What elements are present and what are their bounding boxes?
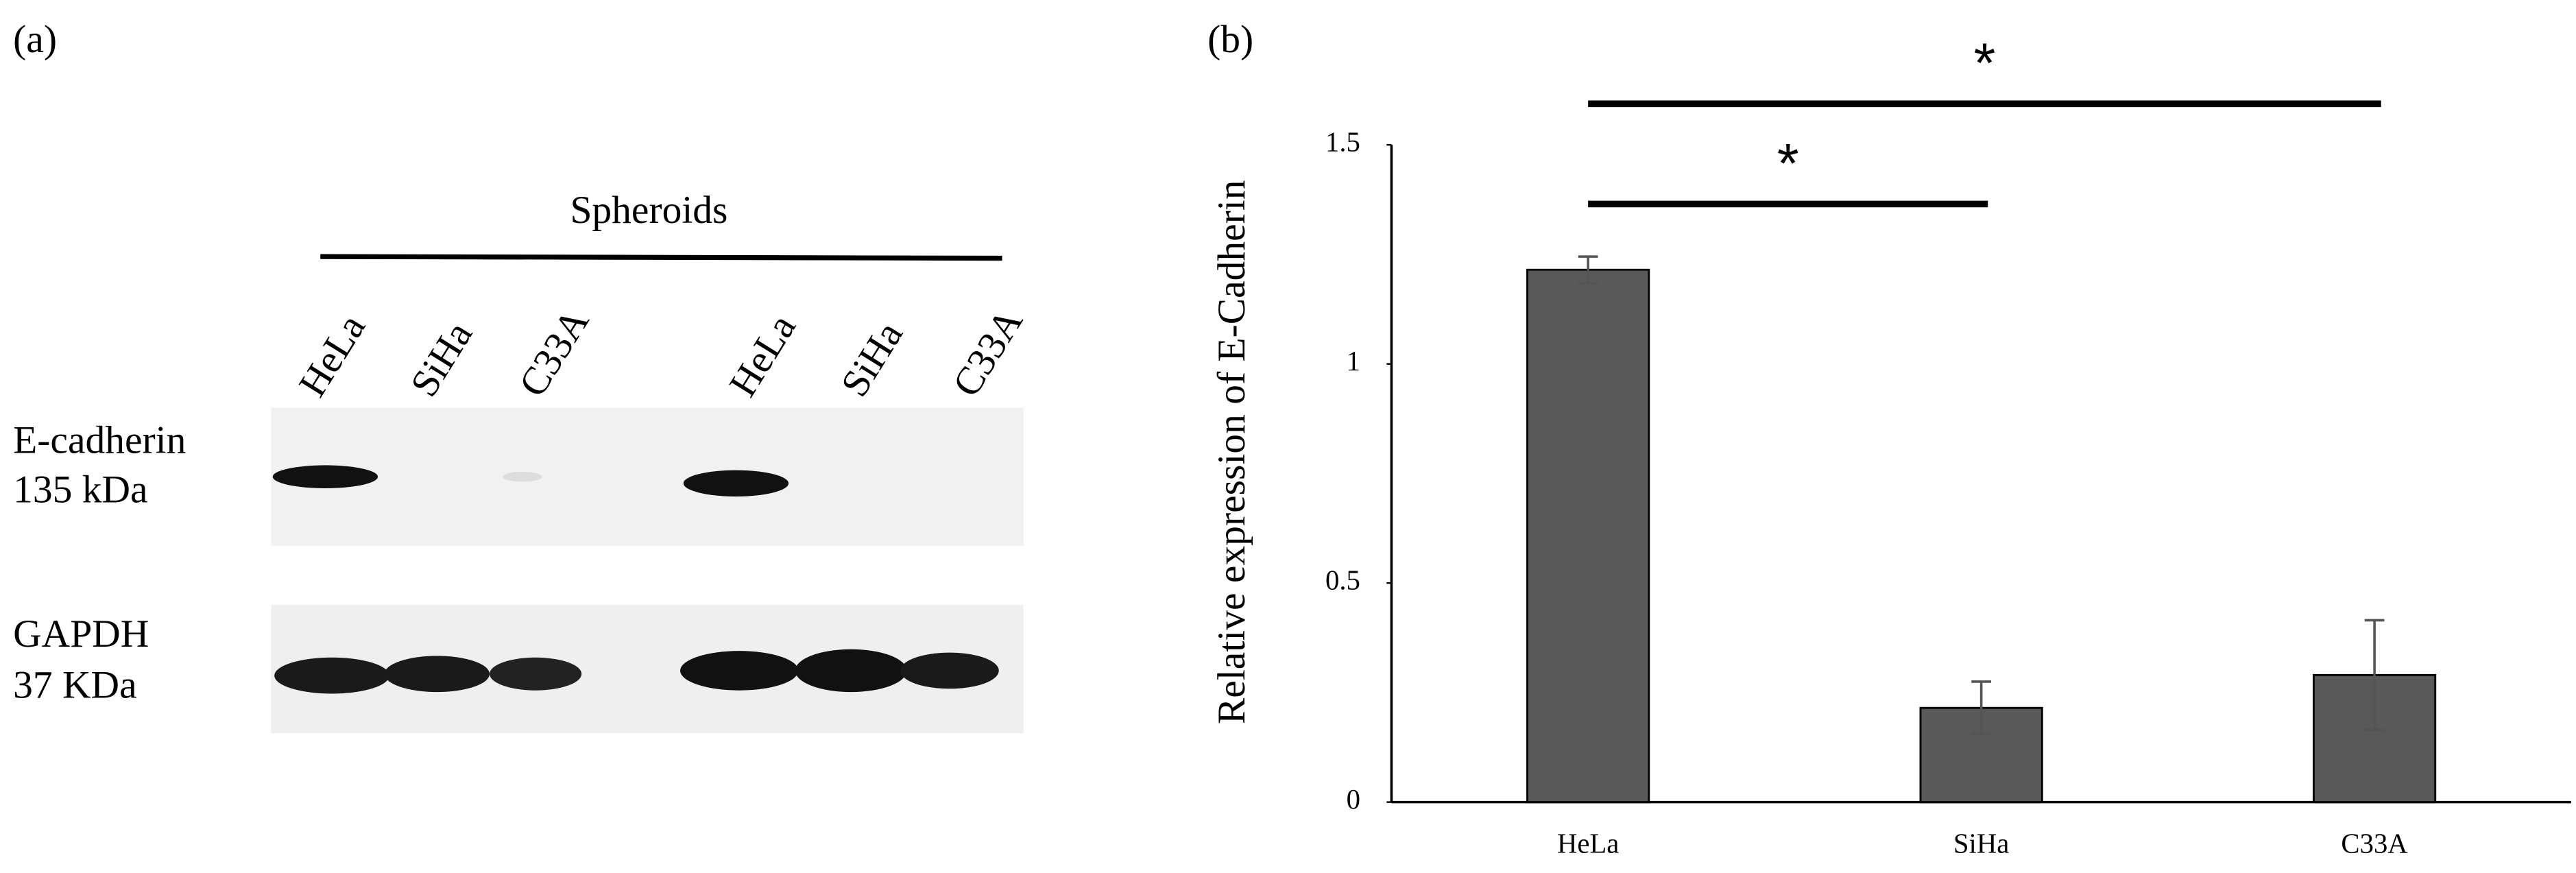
lane-label: C33A — [511, 301, 597, 404]
error-bar — [1971, 680, 1992, 736]
y-axis-label: Relative expression of E-Cadherin — [1210, 180, 1253, 724]
significance-label: * — [1777, 132, 1799, 195]
band — [683, 470, 789, 497]
row-name: GAPDH — [13, 612, 149, 656]
bar — [1526, 268, 1650, 804]
lane-label: HeLa — [291, 307, 374, 405]
lane-label: HeLa — [721, 307, 804, 405]
error-bar — [1578, 255, 1598, 285]
y-tick-label: 0 — [1347, 784, 1360, 815]
band — [384, 656, 490, 693]
y-tick-label: 1.5 — [1325, 127, 1360, 158]
band — [490, 657, 582, 691]
y-tick-label: 1 — [1347, 346, 1360, 376]
y-tick-label: 0.5 — [1325, 564, 1360, 595]
lane-labels: HeLa SiHa C33A HeLa SiHa C33A — [291, 301, 1031, 404]
panel-label: (b) — [1207, 18, 1253, 61]
error-bar — [2364, 619, 2385, 731]
panel-label: (a) — [13, 18, 57, 61]
band — [274, 657, 389, 694]
plot: 0 0.5 1 1.5 HeLa SiHa C33A * * — [1325, 32, 2437, 859]
group-line — [320, 254, 1002, 261]
row-size: 37 KDa — [13, 663, 136, 706]
lane-label: SiHa — [833, 314, 911, 404]
lane-label: C33A — [945, 301, 1031, 404]
blot — [271, 407, 1024, 546]
row-size: 135 kDa — [13, 468, 147, 511]
band — [679, 651, 799, 691]
group-label: Spheroids — [570, 189, 727, 232]
row-name: E-cadherin — [13, 418, 186, 462]
band — [795, 649, 907, 693]
band — [272, 465, 378, 488]
band — [503, 472, 542, 482]
band — [900, 652, 999, 689]
x-tick-label: C33A — [2341, 828, 2408, 859]
significance-label: * — [1974, 32, 1996, 95]
x-tick-label: SiHa — [1953, 828, 2009, 859]
x-tick-label: HeLa — [1557, 828, 1619, 859]
lane-label: SiHa — [402, 314, 481, 404]
